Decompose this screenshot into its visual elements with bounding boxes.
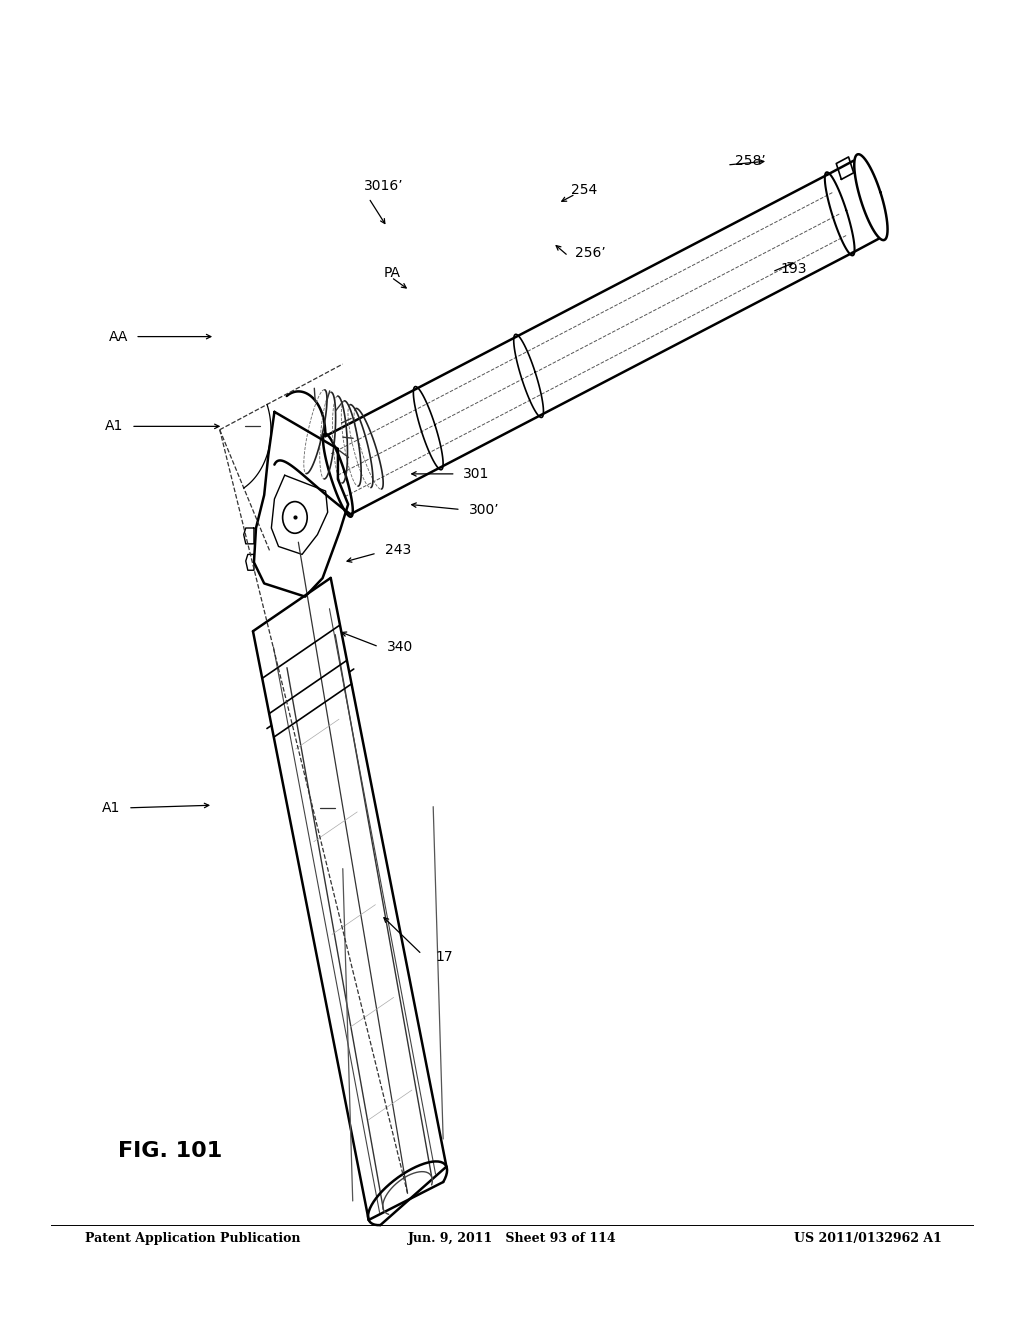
Text: AA: AA xyxy=(109,330,128,343)
Text: 258’: 258’ xyxy=(735,154,766,168)
Text: 340: 340 xyxy=(387,640,414,653)
Text: 301: 301 xyxy=(463,467,489,480)
Text: US 2011/0132962 A1: US 2011/0132962 A1 xyxy=(795,1233,942,1246)
Text: A1: A1 xyxy=(104,420,123,433)
Text: 300’: 300’ xyxy=(469,503,500,516)
Text: Jun. 9, 2011   Sheet 93 of 114: Jun. 9, 2011 Sheet 93 of 114 xyxy=(408,1233,616,1246)
Text: 193: 193 xyxy=(780,263,807,276)
Text: 243: 243 xyxy=(385,544,412,557)
Text: 254: 254 xyxy=(570,183,597,197)
Text: Patent Application Publication: Patent Application Publication xyxy=(85,1233,300,1246)
Text: 3016’: 3016’ xyxy=(364,178,403,193)
Text: PA: PA xyxy=(384,267,401,280)
Text: 256’: 256’ xyxy=(575,247,606,260)
Text: FIG. 101: FIG. 101 xyxy=(118,1140,222,1162)
Text: 17: 17 xyxy=(435,950,453,964)
Text: A1: A1 xyxy=(101,801,120,814)
